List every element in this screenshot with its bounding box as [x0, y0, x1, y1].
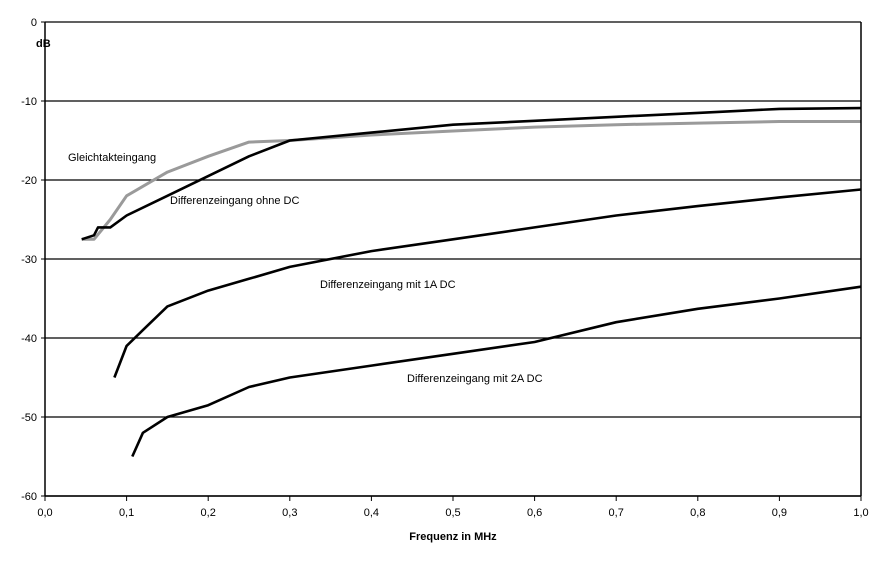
x-tick-label: 1,0 [853, 507, 868, 519]
series-label-differenz-2a-dc: Differenzeingang mit 2A DC [407, 373, 543, 385]
y-tick-label: -50 [21, 412, 37, 424]
series-line-4 [132, 287, 861, 457]
series-label-gleichtakteingang: Gleichtakteingang [68, 152, 156, 164]
y-axis-label: dB [36, 38, 51, 50]
x-tick-label: 0,8 [690, 507, 705, 519]
y-tick-label: -20 [21, 175, 37, 187]
y-tick-label: -40 [21, 333, 37, 345]
series-label-differenz-ohne-dc: Differenzeingang ohne DC [170, 195, 299, 207]
x-tick-label: 0,2 [201, 507, 216, 519]
axes: 0 -10 -20 -30 -40 -50 -600,0 0,1 0,2 0,3 0,4 0,5 0,6… [21, 17, 869, 519]
series-line-2 [82, 108, 861, 239]
x-tick-label: 0,3 [282, 507, 297, 519]
y-tick-label: -60 [21, 491, 37, 503]
x-tick-label: 0,9 [772, 507, 787, 519]
x-tick-label: 0,0 [37, 507, 52, 519]
x-tick-label: 0,7 [609, 507, 624, 519]
y-tick-label: 0 [31, 17, 37, 29]
x-tick-label: 0,1 [119, 507, 134, 519]
y-tick-label: -10 [21, 96, 37, 108]
x-tick-label: 0,6 [527, 507, 542, 519]
x-axis-label: Frequenz in MHz [409, 531, 497, 543]
x-tick-label: 0,5 [445, 507, 460, 519]
y-tick-label: -30 [21, 254, 37, 266]
series-lines [82, 108, 861, 457]
gridlines [45, 22, 861, 496]
series-label-differenz-1a-dc: Differenzeingang mit 1A DC [320, 279, 456, 291]
x-tick-label: 0,4 [364, 507, 379, 519]
